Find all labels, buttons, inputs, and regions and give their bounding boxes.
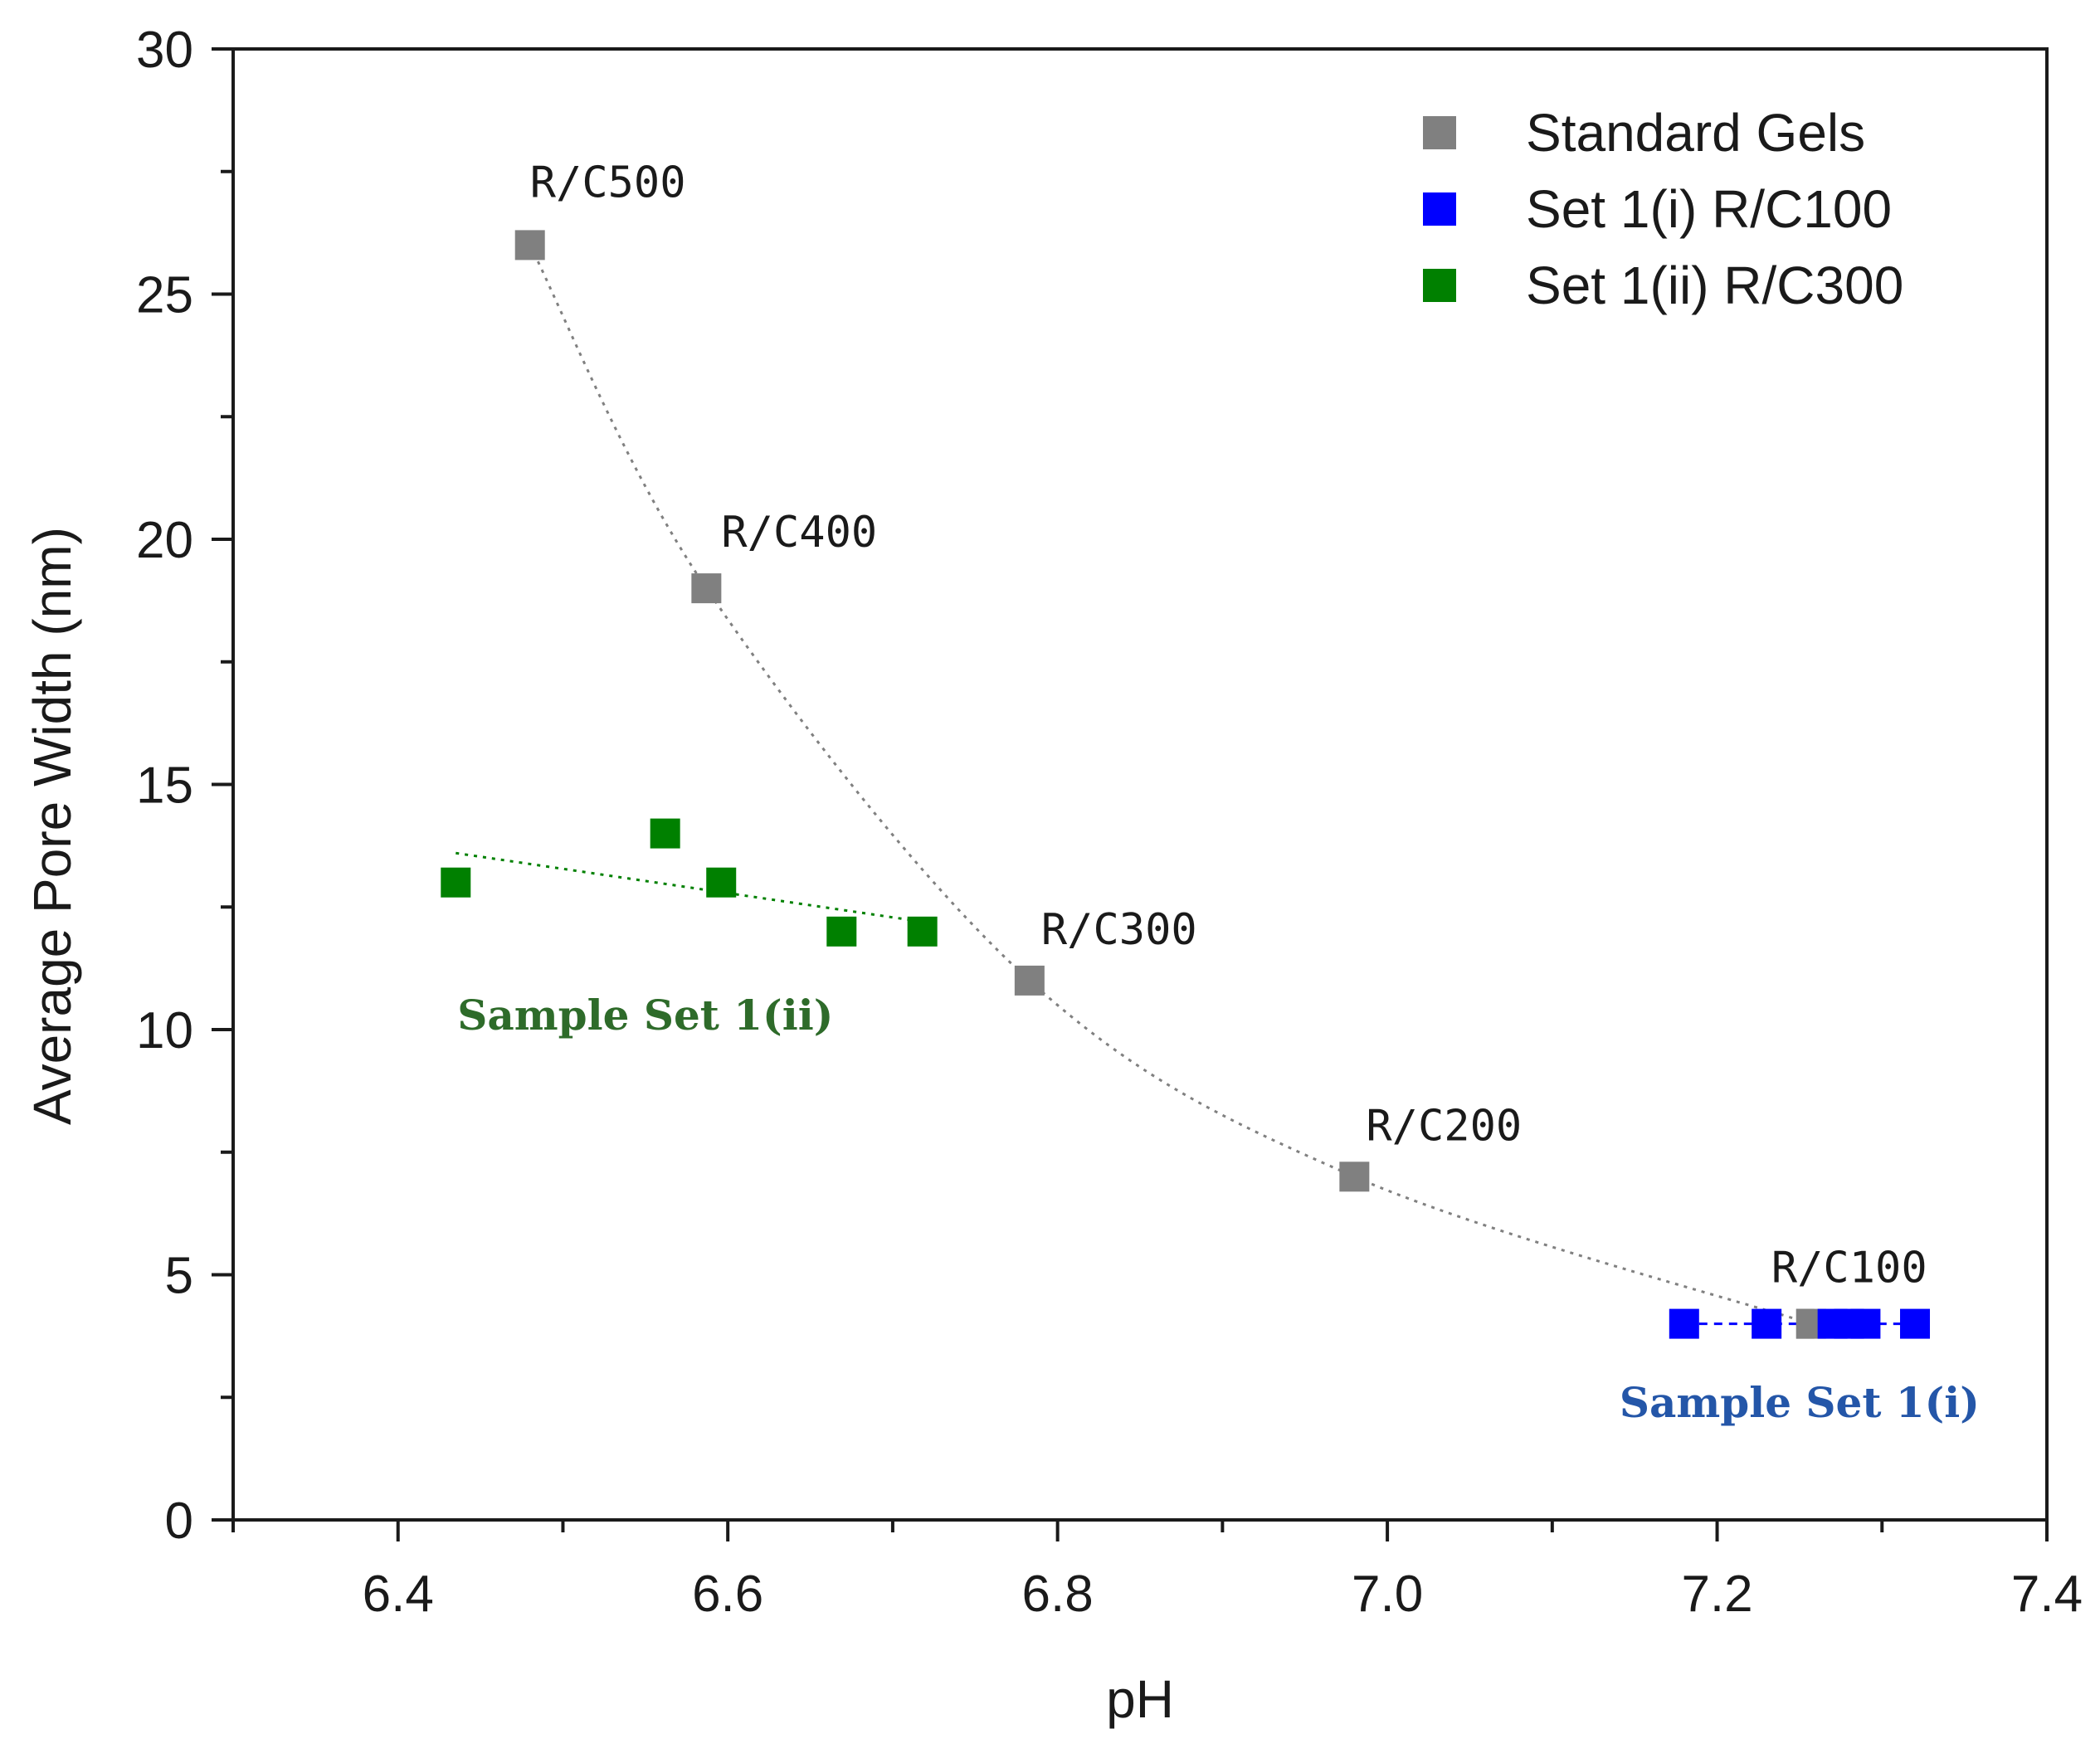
data-point [1752, 1308, 1782, 1339]
x-tick-label: 6.6 [692, 1566, 763, 1623]
data-point [514, 230, 545, 261]
data-point [706, 867, 737, 898]
data-point [1339, 1162, 1370, 1192]
data-point [1850, 1308, 1881, 1339]
point-label: R/C300 [1041, 905, 1197, 955]
y-tick-label: 0 [165, 1493, 193, 1550]
data-point [1900, 1308, 1931, 1339]
data-point [1014, 965, 1045, 996]
y-tick-label: 15 [136, 757, 193, 815]
y-tick-label: 5 [165, 1248, 193, 1305]
y-axis-title: Average Pore Width (nm) [22, 527, 82, 1125]
x-tick-label: 7.0 [1352, 1566, 1423, 1623]
trendline-series-2 [456, 851, 923, 923]
data-point [1669, 1308, 1699, 1339]
y-tick-label: 10 [136, 1002, 193, 1059]
annotation-label: Sample Set 1(ii) [457, 991, 833, 1040]
point-label: R/C500 [530, 158, 686, 207]
data-point [691, 573, 722, 604]
data-point [441, 867, 471, 898]
data-point [907, 916, 938, 947]
point-label: R/C200 [1366, 1101, 1522, 1151]
legend-label: Standard Gels [1526, 103, 1865, 163]
legend-marker [1423, 269, 1456, 302]
legend-label: Set 1(i) R/C100 [1526, 179, 1892, 239]
y-tick-label: 30 [136, 22, 193, 79]
y-tick-label: 25 [136, 267, 193, 324]
annotation-label: Sample Set 1(i) [1620, 1378, 1980, 1427]
legend-marker [1423, 192, 1456, 226]
point-label: R/C400 [721, 508, 877, 558]
legend: Standard Gels Set 1(i) R/C100 Set 1(ii) R/… [1423, 103, 1903, 315]
legend-marker [1423, 116, 1456, 149]
point-labels: R/C500 R/C400 R/C300 R/C200 R/C100 [530, 158, 1927, 1293]
legend-label: Set 1(ii) R/C300 [1526, 256, 1903, 315]
data-point-overlay [1795, 1308, 1815, 1339]
point-label: R/C100 [1771, 1244, 1927, 1293]
x-tick-label: 7.4 [2011, 1566, 2083, 1623]
data-point [826, 916, 857, 947]
x-tick-label: 6.8 [1022, 1566, 1094, 1623]
x-tick-label: 6.4 [363, 1566, 434, 1623]
y-tick-label: 20 [136, 512, 193, 569]
axes: 6.4 6.6 6.8 7.0 7.2 7.4 0 5 10 15 20 25 30 pH Average … [22, 22, 2083, 1729]
x-axis-title: pH [1106, 1669, 1174, 1729]
data-points [441, 230, 1931, 1339]
annotations: Sample Set 1(ii) Sample Set 1(i) [457, 991, 1980, 1427]
x-tick-label: 7.2 [1681, 1566, 1752, 1623]
data-point [650, 818, 680, 849]
